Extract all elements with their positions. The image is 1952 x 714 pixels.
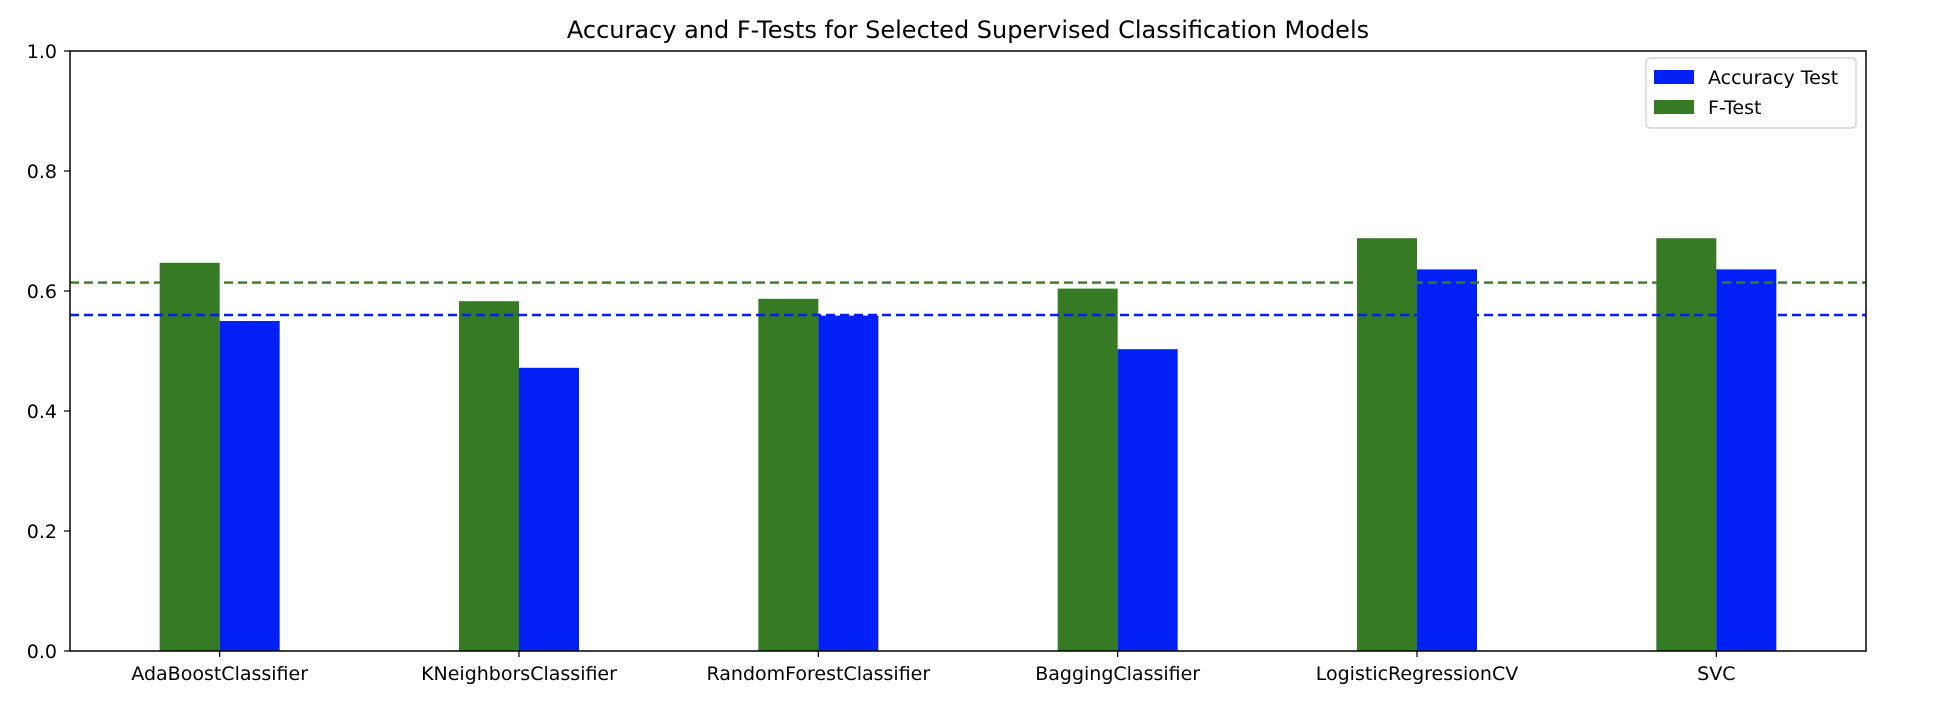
reference-lines-layer <box>70 281 1866 317</box>
y-tick-label: 0.2 <box>27 521 57 543</box>
x-tick-label-svc: SVC <box>1697 663 1735 685</box>
x-axis: AdaBoostClassifier KNeighborsClassifier Ra… <box>131 651 1735 685</box>
bar-f-test-logisticregressioncv <box>1357 238 1417 651</box>
y-tick-label: 0.8 <box>27 161 57 183</box>
bar-accuracy-test-baggingclassifier <box>1117 349 1178 651</box>
bar-f-test-kneighborsclassifier <box>459 301 519 651</box>
chart-title: Accuracy and F-Tests for Selected Superv… <box>567 16 1369 44</box>
bar-accuracy-test-kneighborsclassifier <box>519 367 579 651</box>
bar-f-test-adaboostclassifier <box>159 262 220 651</box>
legend-label-accuracy-test: Accuracy Test <box>1708 67 1838 89</box>
bars-layer <box>159 238 1777 651</box>
bar-f-test-randomforestclassifier <box>758 298 819 651</box>
legend-entry-f-test: F-Test <box>1654 97 1761 119</box>
y-tick-label: 0.6 <box>27 281 57 303</box>
bar-accuracy-test-logisticregressioncv <box>1417 269 1477 651</box>
x-tick-label-baggingclassifier: BaggingClassifier <box>1035 663 1200 685</box>
legend-swatch-f-test <box>1654 100 1694 114</box>
x-tick-label-randomforestclassifier: RandomForestClassifier <box>706 663 930 685</box>
bar-accuracy-test-svc <box>1716 269 1777 651</box>
legend-entry-accuracy-test: Accuracy Test <box>1654 67 1838 89</box>
y-tick-label: 0.0 <box>27 641 57 663</box>
legend: Accuracy Test F-Test <box>1645 57 1857 129</box>
legend-box <box>1645 57 1857 129</box>
bar-accuracy-test-randomforestclassifier <box>818 315 879 651</box>
bar-f-test-baggingclassifier <box>1057 288 1118 651</box>
bar-f-test-svc <box>1656 238 1717 651</box>
y-axis: 0.0 0.2 0.4 0.6 0.8 1.0 <box>27 41 70 663</box>
legend-swatch-accuracy-test <box>1654 70 1694 84</box>
x-tick-label-logisticregressioncv: LogisticRegressionCV <box>1316 663 1518 685</box>
y-tick-label: 1.0 <box>27 41 57 63</box>
x-tick-label-kneighborsclassifier: KNeighborsClassifier <box>421 663 617 685</box>
bar-accuracy-test-adaboostclassifier <box>219 321 280 651</box>
legend-label-f-test: F-Test <box>1708 97 1761 119</box>
x-tick-label-adaboostclassifier: AdaBoostClassifier <box>131 663 308 685</box>
plot-frame <box>69 50 1867 652</box>
y-tick-label: 0.4 <box>27 401 57 423</box>
